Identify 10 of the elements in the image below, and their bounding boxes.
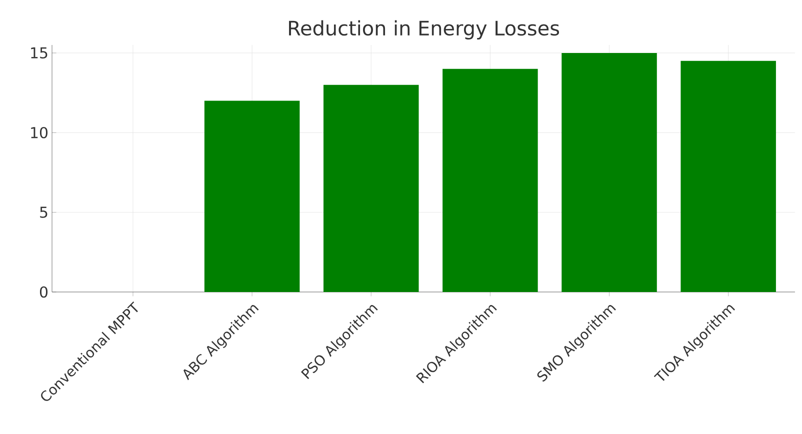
bar (323, 84, 419, 292)
y-tick-label: 5 (40, 206, 48, 218)
y-tick-label: 15 (31, 47, 48, 59)
y-tick-label: 0 (40, 286, 48, 298)
bar (562, 52, 657, 292)
bar (442, 68, 538, 292)
chart-title: Reduction in Energy Losses (289, 20, 560, 40)
y-tick-label: 10 (31, 126, 48, 138)
bar (204, 100, 300, 292)
bar (680, 60, 776, 292)
